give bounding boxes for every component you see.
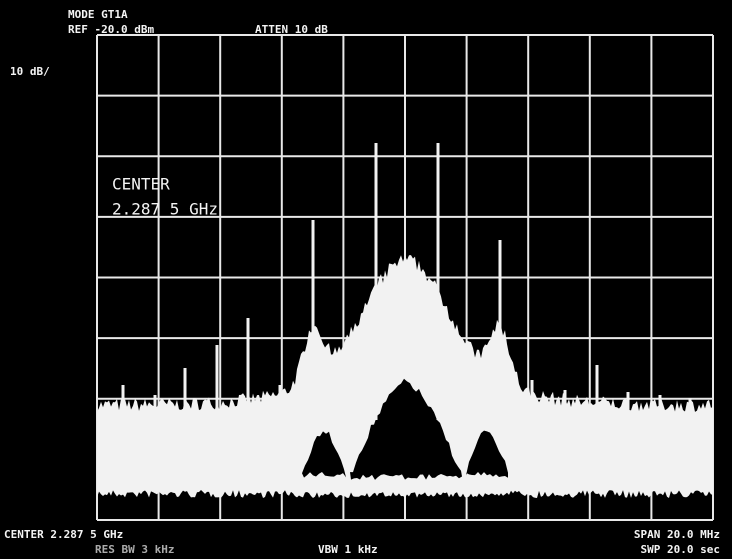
ref-level: REF -20.0 dBm: [68, 23, 154, 36]
center-label: CENTER: [112, 175, 170, 194]
trace-shadow: [466, 430, 508, 478]
center-value: 2.287 5 GHz: [112, 200, 218, 219]
trace-shadow: [302, 431, 346, 478]
footer-sweep: SWP 20.0 sec: [641, 543, 720, 556]
mode-label: MODE GT1A: [68, 8, 128, 21]
scale-label: 10 dB/: [10, 65, 50, 78]
trace-shadow: [350, 378, 462, 480]
footer-span: SPAN 20.0 MHz: [634, 528, 720, 541]
spectrum-trace: [97, 143, 713, 498]
footer-res-bw: RES BW 3 kHz: [95, 543, 174, 556]
noise-band: [97, 255, 713, 498]
footer-center: CENTER 2.287 5 GHz: [4, 528, 123, 541]
footer-vbw: VBW 1 kHz: [318, 543, 378, 556]
attenuation: ATTEN 10 dB: [255, 23, 328, 36]
